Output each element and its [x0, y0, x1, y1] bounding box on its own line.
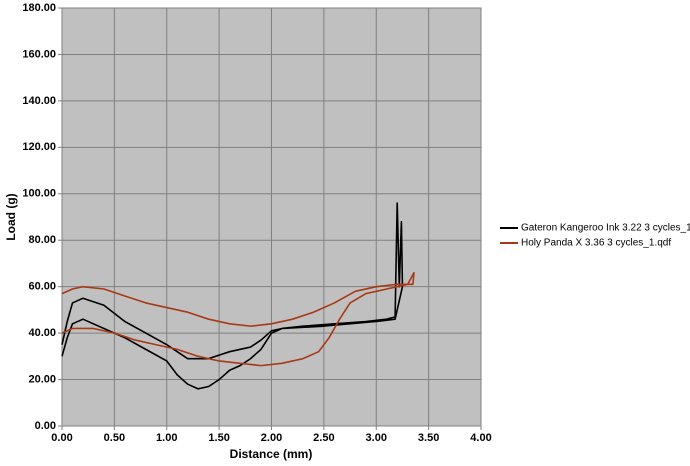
x-tick-label: 3.50: [418, 432, 439, 444]
y-tick-label: 80.00: [28, 234, 56, 246]
x-axis-title: Distance (mm): [230, 447, 313, 461]
y-tick-label: 140.00: [22, 95, 56, 107]
x-tick-label: 2.00: [261, 432, 282, 444]
y-tick-label: 180.00: [22, 2, 56, 14]
y-tick-label: 20.00: [28, 373, 56, 385]
x-tick-label: 2.50: [313, 432, 334, 444]
x-tick-label: 3.00: [366, 432, 387, 444]
y-tick-label: 100.00: [22, 188, 56, 200]
y-tick-label: 0.00: [35, 420, 56, 432]
y-axis-title: Load (g): [4, 193, 18, 240]
x-tick-label: 4.00: [470, 432, 491, 444]
y-tick-label: 60.00: [28, 281, 56, 293]
x-tick-label: 0.00: [51, 432, 72, 444]
y-tick-label: 40.00: [28, 327, 56, 339]
legend-label: Gateron Kangeroo Ink 3.22 3 cycles_1.qdf: [521, 223, 690, 234]
x-tick-label: 0.50: [104, 432, 125, 444]
legend-label: Holy Panda X 3.36 3 cycles_1.qdf: [521, 238, 671, 249]
y-tick-label: 120.00: [22, 141, 56, 153]
x-tick-label: 1.50: [208, 432, 229, 444]
x-tick-label: 1.00: [156, 432, 177, 444]
series-line: [61, 271, 415, 367]
y-tick-label: 160.00: [22, 48, 56, 60]
